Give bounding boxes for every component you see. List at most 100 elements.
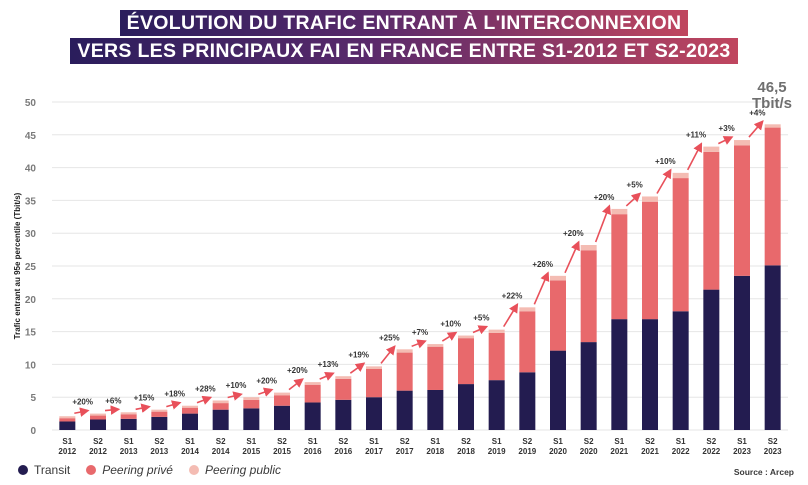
bar-transit: [59, 421, 76, 430]
bar-peering-prive: [703, 151, 720, 290]
total-callout: 46,5 Tbit/s: [742, 80, 802, 112]
bar-peering-prive: [519, 311, 536, 373]
x-tick-label: 2013: [150, 447, 168, 456]
x-tick-label: S1: [614, 437, 624, 446]
bar-peering-prive: [274, 395, 290, 406]
bar-peering-public: [488, 329, 505, 333]
x-tick-label: S1: [185, 437, 195, 446]
bar-transit: [304, 402, 321, 430]
x-tick-label: S2: [93, 437, 103, 446]
x-tick-label: S2: [461, 437, 471, 446]
bar-peering-public: [90, 413, 106, 416]
x-tick-label: 2020: [580, 447, 598, 456]
growth-arrow: [104, 405, 121, 415]
bar-peering-prive: [764, 127, 781, 266]
x-tick-label: 2021: [610, 447, 628, 456]
bar-peering-public: [335, 376, 352, 379]
title-line-2: VERS LES PRINCIPAUX FAI EN FRANCE ENTRE …: [70, 38, 738, 64]
bar-transit: [519, 372, 536, 430]
growth-label: +20%: [594, 193, 615, 202]
legend-label-peering-prive: Peering privé: [102, 463, 173, 477]
x-tick-label: S1: [553, 437, 563, 446]
x-tick-label: 2017: [365, 447, 383, 456]
growth-label: +28%: [195, 384, 216, 393]
legend-item-peering-public: Peering public: [188, 463, 281, 477]
growth-label: +25%: [379, 333, 400, 342]
total-unit: Tbit/s: [752, 95, 792, 112]
bar-transit: [764, 265, 781, 430]
bar-peering-public: [642, 196, 658, 202]
bar-transit: [151, 416, 168, 430]
x-tick-label: 2020: [549, 447, 567, 456]
growth-label: +11%: [686, 131, 706, 140]
bar-peering-public: [427, 344, 444, 347]
growth-arrow: [502, 302, 519, 328]
x-tick-label: S2: [400, 437, 410, 446]
bar-transit: [580, 342, 597, 430]
bar-transit: [672, 311, 689, 430]
x-tick-label: 2018: [426, 447, 444, 456]
x-tick-label: S1: [737, 437, 747, 446]
bar-transit: [396, 390, 413, 430]
bar-peering-prive: [611, 214, 628, 320]
bar-peering-public: [182, 405, 198, 408]
growth-label: +20%: [287, 366, 308, 375]
bar-peering-public: [304, 382, 321, 385]
x-tick-label: S2: [216, 437, 226, 446]
x-tick-label: S2: [277, 437, 287, 446]
bar-peering-prive: [366, 368, 382, 398]
x-tick-label: 2012: [58, 447, 76, 456]
x-tick-label: S1: [430, 437, 440, 446]
growth-arrow: [288, 378, 304, 391]
x-tick-label: S2: [584, 437, 594, 446]
x-tick-label: 2021: [641, 447, 659, 456]
growth-arrow: [441, 331, 458, 342]
bar-peering-public: [458, 335, 474, 339]
growth-label: +22%: [502, 291, 523, 300]
growth-arrow: [472, 325, 489, 335]
growth-label: +20%: [256, 377, 277, 386]
bar-peering-prive: [580, 250, 597, 343]
bar-peering-public: [734, 140, 750, 146]
legend-item-peering-prive: Peering privé: [86, 463, 173, 477]
x-tick-label: 2016: [304, 447, 322, 456]
x-tick-label: S2: [645, 437, 655, 446]
y-tick-label: 25: [25, 262, 37, 273]
growth-label: +20%: [72, 398, 93, 407]
growth-arrow: [594, 204, 611, 243]
x-tick-label: S2: [338, 437, 348, 446]
bar-peering-public: [703, 146, 720, 152]
bar-peering-prive: [151, 411, 168, 417]
growth-label: +18%: [164, 390, 185, 399]
y-tick-label: 45: [25, 131, 37, 142]
bar-transit: [274, 405, 290, 430]
x-tick-label: S1: [124, 437, 134, 446]
x-tick-label: S1: [308, 437, 318, 446]
growth-arrow: [748, 120, 764, 138]
growth-arrow: [411, 339, 427, 349]
growth-arrow: [258, 387, 274, 397]
y-tick-label: 5: [30, 393, 36, 404]
y-tick-label: 20: [25, 295, 37, 306]
y-tick-label: 0: [30, 426, 36, 437]
bar-peering-prive: [120, 414, 137, 419]
bar-transit: [550, 350, 566, 430]
x-tick-label: S1: [62, 437, 72, 446]
x-tick-label: 2023: [764, 447, 782, 456]
growth-label: +7%: [412, 328, 428, 337]
x-tick-label: 2019: [518, 447, 536, 456]
bar-transit: [90, 419, 106, 430]
bar-peering-public: [212, 400, 229, 404]
total-value: 46,5: [757, 79, 787, 96]
growth-label: +19%: [348, 350, 369, 359]
legend-item-transit: Transit: [18, 463, 70, 477]
bar-peering-public: [243, 397, 260, 400]
bar-transit: [243, 408, 260, 430]
x-tick-label: 2016: [334, 447, 352, 456]
x-tick-label: 2017: [396, 447, 414, 456]
x-tick-label: S2: [768, 437, 778, 446]
bar-peering-prive: [243, 399, 260, 409]
source-note: Source : Arcep: [733, 467, 794, 477]
growth-arrow: [564, 240, 580, 274]
x-tick-label: 2013: [120, 447, 138, 456]
